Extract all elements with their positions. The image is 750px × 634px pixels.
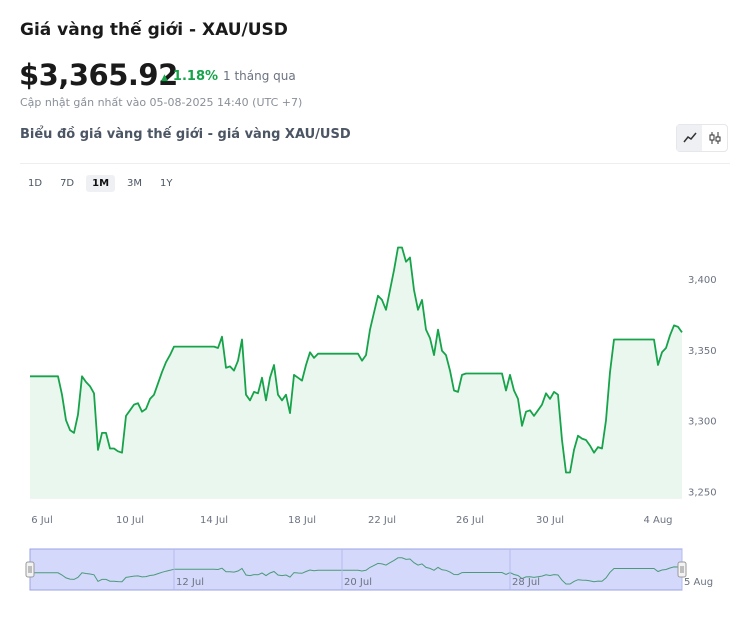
change-percent: 1.18% [172,69,219,84]
x-tick-label: 4 Aug [643,515,672,526]
price: $3,365.92 [19,58,178,92]
price-line [30,246,683,474]
x-tick-label: 18 Jul [288,515,316,526]
y-tick-label: 3,350 [688,346,717,357]
navigator-label: 12 Jul [176,577,204,588]
range-button[interactable]: 1M [86,175,116,192]
navigator-label: 5 Aug [684,577,713,588]
range-button[interactable]: 1D [28,178,43,189]
chart-type-toggle [676,124,728,152]
range-buttons: 1D 7D 1M 3M 1Y [22,175,179,192]
area [30,247,682,498]
navigator-label: 20 Jul [344,577,372,588]
y-tick-label: 3,300 [688,417,717,428]
y-tick-label: 3,250 [688,487,717,498]
navigator-handle[interactable] [25,561,35,578]
line-icon [682,132,697,143]
navigator-line [30,557,683,585]
navigator-bg [29,548,683,591]
x-tick-label: 30 Jul [536,515,564,526]
range-button[interactable]: 3M [127,178,143,189]
x-tick-label: 26 Jul [456,515,484,526]
page-title: Giá vàng thế giới - XAU/USD [20,20,288,40]
divider [20,163,730,164]
line-chart-button[interactable] [677,125,702,151]
x-tick-label: 14 Jul [200,515,228,526]
candle-chart-button[interactable] [702,125,727,151]
navigator-handle[interactable] [677,561,687,578]
updated: Cập nhật gần nhất vào 05-08-2025 14:40 (… [20,96,303,109]
up-arrow: ▲ [161,73,168,83]
candle-icon [709,132,720,144]
x-tick-label: 22 Jul [368,515,396,526]
range-button[interactable]: 1Y [160,178,173,189]
change: ▲ 1.18% 1 tháng qua [161,69,296,84]
change-period: 1 tháng qua [223,69,296,83]
x-tick-label: 10 Jul [116,515,144,526]
navigator-label: 28 Jul [512,577,540,588]
x-tick-label: 6 Jul [31,515,53,526]
section-title: Biểu đồ giá vàng thế giới - giá vàng XAU… [20,127,351,142]
y-tick-label: 3,400 [688,275,717,286]
range-button[interactable]: 7D [60,178,75,189]
